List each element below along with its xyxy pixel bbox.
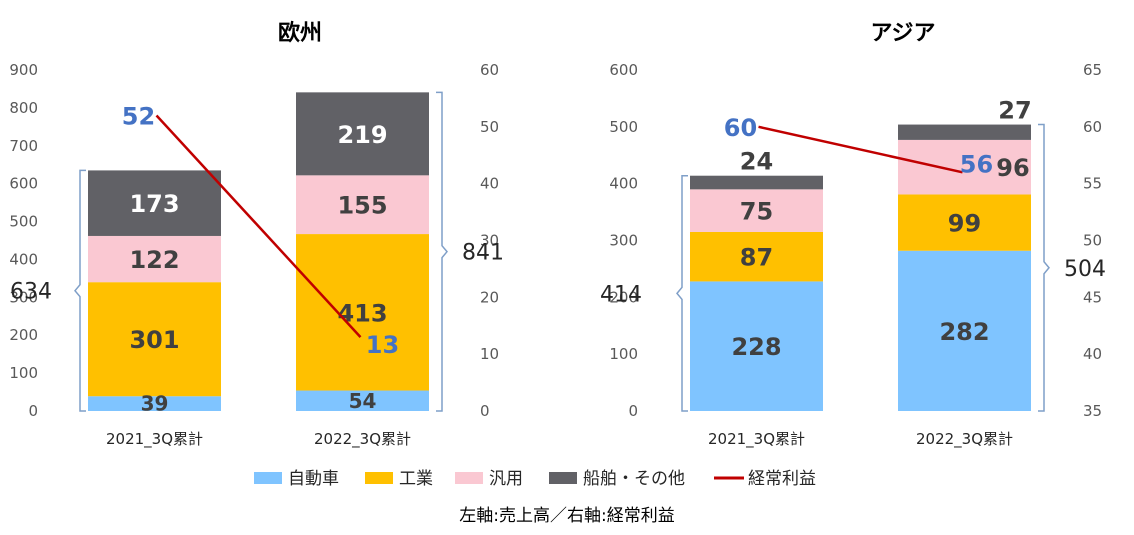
legend-swatch-marine <box>549 472 577 484</box>
right-axis-tick-label: 10 <box>480 345 499 363</box>
segment-label-industrial: 87 <box>740 244 773 272</box>
bar-segment-marine <box>88 170 221 236</box>
category-label: 2022_3Q累計 <box>314 430 411 449</box>
legend-swatch-auto <box>254 472 282 484</box>
profit-line <box>758 125 963 174</box>
left-axis-tick-label: 100 <box>9 364 38 382</box>
segment-label-auto: 282 <box>939 318 989 346</box>
left-axis-tick-label: 500 <box>9 213 38 231</box>
legend-label: 経常利益 <box>748 469 816 489</box>
segment-label-auto: 54 <box>349 389 377 413</box>
bar-segment-industrial <box>296 234 429 391</box>
legend-label: 汎用 <box>489 469 523 489</box>
right-axis-tick-label: 40 <box>1083 345 1102 363</box>
segment-label-general: 96 <box>996 154 1029 182</box>
bar-segment-auto <box>898 250 1031 411</box>
left-axis-tick-label: 600 <box>9 175 38 193</box>
profit-data-label: 60 <box>724 114 757 142</box>
total-bracket <box>676 174 688 412</box>
bar-segment-marine <box>898 124 1031 140</box>
legend-swatch-industrial <box>365 472 393 484</box>
left-axis-tick-label: 500 <box>609 118 638 136</box>
bar-segment-industrial <box>690 231 823 282</box>
bar-segment-general <box>898 139 1031 195</box>
segment-label-auto: 39 <box>141 392 169 416</box>
left-axis-tick-label: 300 <box>9 288 38 306</box>
bar-segment-marine <box>690 175 823 190</box>
segment-label-general: 75 <box>740 198 773 226</box>
right-axis-tick-label: 30 <box>480 232 499 250</box>
category-label: 2021_3Q累計 <box>106 430 203 449</box>
total-label: 414 <box>600 282 642 307</box>
right-axis-tick-label: 55 <box>1083 175 1102 193</box>
legend-label: 自動車 <box>288 469 339 489</box>
segment-label-marine: 24 <box>740 148 773 176</box>
right-axis-tick-label: 40 <box>480 175 499 193</box>
axis-footnote: 左軸:売上高／右軸:経常利益 <box>459 506 674 526</box>
segment-label-industrial: 301 <box>129 326 179 354</box>
left-axis-tick-label: 0 <box>628 402 638 420</box>
total-label: 504 <box>1064 257 1106 282</box>
left-axis-tick-label: 700 <box>9 137 38 155</box>
bar-segment-industrial <box>898 194 1031 251</box>
category-label: 2021_3Q累計 <box>708 430 805 449</box>
bar-segment-marine <box>296 92 429 176</box>
right-axis-tick-label: 60 <box>480 61 499 79</box>
category-label: 2022_3Q累計 <box>916 430 1013 449</box>
profit-data-label: 56 <box>960 150 993 178</box>
left-axis-tick-label: 200 <box>9 326 38 344</box>
bar-segment-auto <box>296 390 429 411</box>
left-axis-tick-label: 300 <box>609 232 638 250</box>
right-axis-tick-label: 0 <box>480 402 490 420</box>
chart-title: 欧州 <box>278 20 322 46</box>
left-axis-tick-label: 200 <box>609 288 638 306</box>
segment-label-auto: 228 <box>731 333 781 361</box>
bar-segment-auto <box>690 281 823 411</box>
left-axis-tick-label: 0 <box>28 402 38 420</box>
segment-label-industrial: 99 <box>948 210 981 238</box>
left-axis-tick-label: 600 <box>609 61 638 79</box>
total-bracket <box>1038 123 1050 412</box>
chart-title: アジア <box>870 21 935 46</box>
segment-label-marine: 173 <box>129 190 179 218</box>
segment-label-marine: 27 <box>998 97 1031 125</box>
legend-swatch-general <box>455 472 483 484</box>
right-axis-tick-label: 35 <box>1083 402 1102 420</box>
total-bracket <box>436 91 448 412</box>
segment-label-general: 155 <box>337 192 387 220</box>
left-axis-tick-label: 400 <box>609 175 638 193</box>
profit-data-label: 52 <box>122 102 155 130</box>
segment-label-general: 122 <box>129 246 179 274</box>
bar-segment-industrial <box>88 282 221 397</box>
profit-line <box>155 114 362 338</box>
bar-segment-general <box>296 175 429 235</box>
right-axis-tick-label: 50 <box>480 118 499 136</box>
bar-segment-auto <box>88 396 221 411</box>
total-bracket <box>74 169 86 412</box>
bar-segment-general <box>88 235 221 283</box>
right-axis-tick-label: 60 <box>1083 118 1102 136</box>
segment-label-industrial: 413 <box>337 299 387 327</box>
profit-data-label: 13 <box>366 331 399 359</box>
left-axis-tick-label: 100 <box>609 345 638 363</box>
left-axis-tick-label: 400 <box>9 250 38 268</box>
right-axis-tick-label: 45 <box>1083 288 1102 306</box>
total-label: 634 <box>10 280 52 305</box>
left-axis-tick-label: 800 <box>9 99 38 117</box>
right-axis-tick-label: 50 <box>1083 232 1102 250</box>
right-axis-tick-label: 65 <box>1083 61 1102 79</box>
bar-segment-general <box>690 189 823 232</box>
right-axis-tick-label: 20 <box>480 288 499 306</box>
legend-label: 工業 <box>399 469 433 489</box>
total-label: 841 <box>462 241 504 266</box>
segment-label-marine: 219 <box>337 121 387 149</box>
left-axis-tick-label: 900 <box>9 61 38 79</box>
legend-label: 船舶・その他 <box>583 469 685 489</box>
